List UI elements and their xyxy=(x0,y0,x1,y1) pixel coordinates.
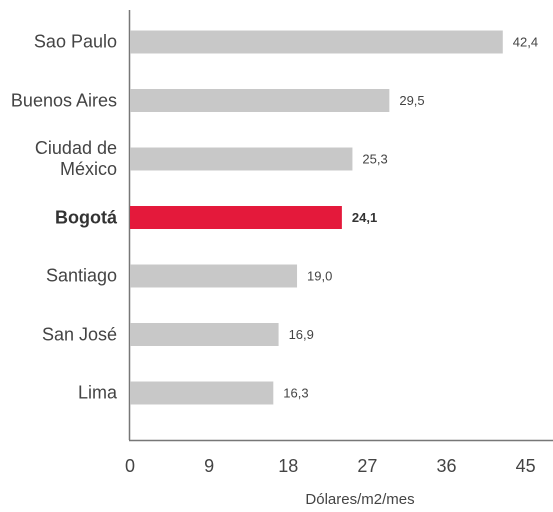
bar xyxy=(130,89,390,112)
bar xyxy=(130,381,274,405)
value-label: 19,0 xyxy=(307,268,332,283)
bar xyxy=(130,147,353,171)
bar xyxy=(130,264,298,288)
value-label: 25,3 xyxy=(362,151,387,166)
value-label: 29,5 xyxy=(399,93,424,108)
y-tick-label: San José xyxy=(41,324,117,344)
x-tick-label: 0 xyxy=(125,456,135,476)
value-label: 24,1 xyxy=(352,210,377,225)
value-label: 42,4 xyxy=(513,34,538,49)
y-tick-label: Sao Paulo xyxy=(33,31,117,52)
x-tick-label: 45 xyxy=(516,456,536,476)
x-tick-label: 27 xyxy=(357,456,377,476)
x-tick-label: 9 xyxy=(204,456,214,476)
y-tick-label: Santiago xyxy=(45,265,117,286)
bar xyxy=(130,323,279,346)
x-tick-label: 18 xyxy=(278,456,298,476)
bar xyxy=(130,206,342,229)
y-tick-label: Buenos Aires xyxy=(10,90,117,110)
bar xyxy=(130,30,503,54)
x-axis-label: Dólares/m2/mes xyxy=(305,491,414,508)
value-label: 16,9 xyxy=(289,327,314,342)
y-tick-label: Ciudad de México xyxy=(34,138,117,179)
y-tick-label: Lima xyxy=(77,382,117,403)
value-label: 16,3 xyxy=(283,385,308,400)
x-tick-label: 36 xyxy=(436,456,456,476)
y-tick-label: Bogotá xyxy=(55,207,117,227)
